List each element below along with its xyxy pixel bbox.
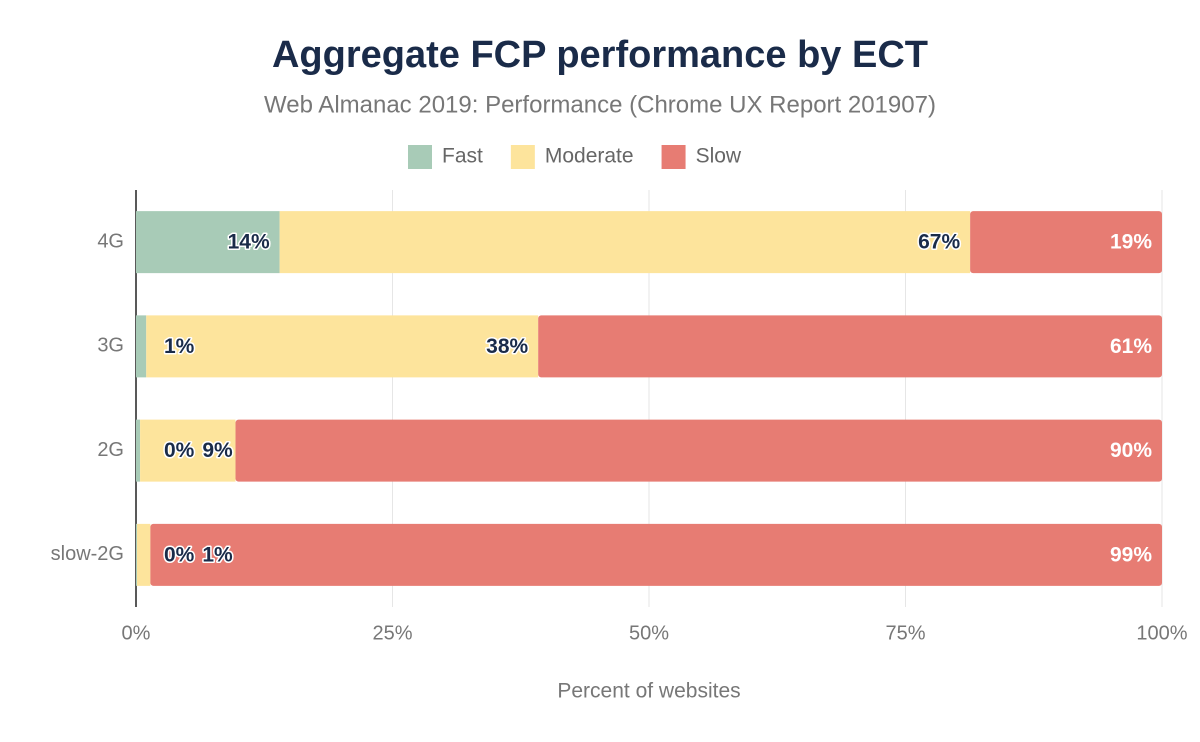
x-axis-title: Percent of websites — [557, 680, 740, 703]
bar-segment — [150, 523, 1162, 586]
data-label: 1% — [164, 335, 195, 358]
legend-swatch — [510, 145, 535, 169]
x-tick-label: 50% — [629, 622, 669, 644]
data-label: 38% — [486, 335, 528, 358]
bar-segment — [136, 315, 147, 378]
chart-subtitle: Web Almanac 2019: Performance (Chrome UX… — [264, 91, 936, 118]
bar-segment — [279, 211, 971, 274]
bar-segment — [970, 211, 1162, 274]
legend-swatch — [408, 145, 432, 169]
legend-label: Fast — [442, 145, 483, 168]
data-label: 9% — [202, 439, 233, 462]
data-label: 1% — [202, 543, 233, 566]
x-tick-label: 75% — [885, 622, 925, 644]
bar-segment — [136, 211, 280, 274]
bar-segment — [538, 315, 1162, 378]
data-label: 0% — [164, 543, 195, 566]
legend-swatch — [661, 145, 686, 169]
x-tick-label: 25% — [372, 622, 412, 644]
y-tick-label: 3G — [97, 335, 124, 357]
x-tick-label: 100% — [1136, 622, 1187, 644]
data-label: 90% — [1110, 439, 1152, 462]
data-label: 0% — [164, 439, 195, 462]
data-label: 19% — [1110, 231, 1152, 254]
y-tick-label: 2G — [97, 439, 124, 461]
data-label: 99% — [1110, 543, 1152, 566]
bar-segment — [235, 419, 1163, 482]
legend-label: Moderate — [545, 145, 634, 168]
bar-segment — [140, 419, 236, 482]
bar-segment — [136, 523, 138, 586]
y-tick-label: 4G — [97, 230, 124, 252]
data-label: 61% — [1110, 335, 1152, 358]
data-label: 67% — [918, 231, 960, 254]
bar-segment — [137, 523, 151, 586]
data-label: 14% — [228, 231, 270, 254]
bar-segment — [136, 419, 141, 482]
legend-label: Slow — [696, 145, 742, 168]
chart-title: Aggregate FCP performance by ECT — [272, 34, 928, 76]
y-tick-label: slow-2G — [51, 543, 124, 565]
bar-segment — [146, 315, 539, 378]
x-tick-label: 0% — [122, 622, 151, 644]
